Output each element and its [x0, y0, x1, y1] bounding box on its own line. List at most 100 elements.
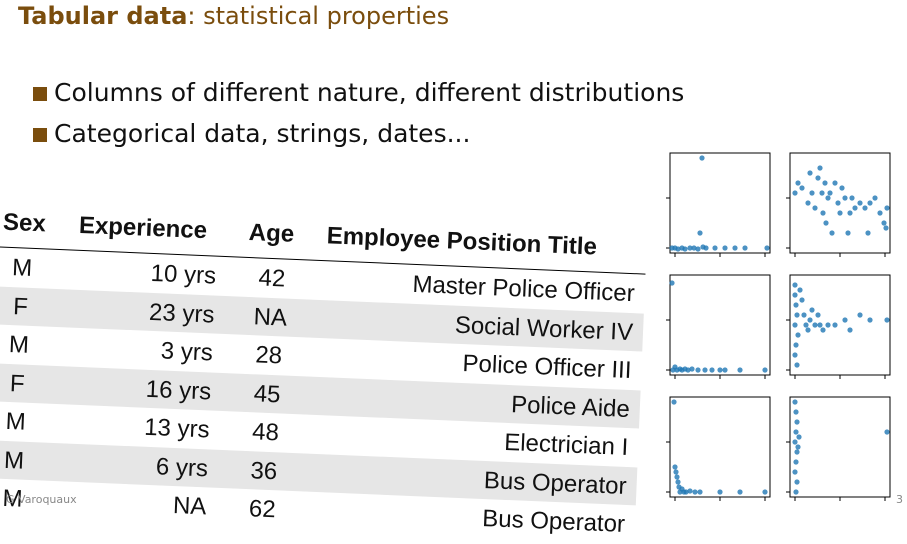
panel-frame: [669, 274, 771, 376]
scatter-point: [847, 327, 853, 333]
scatter-point: [842, 195, 848, 201]
table-cell-age: NA: [253, 302, 288, 332]
scatter-point: [792, 439, 798, 445]
header-experience: Experience: [78, 211, 208, 245]
scatter-point: [827, 190, 833, 196]
scatter-point: [805, 200, 811, 206]
table-cell-age: 28: [254, 341, 283, 370]
bullet-item: Categorical data, strings, dates...: [33, 113, 684, 154]
scatter-point: [857, 200, 863, 206]
scatter-point: [797, 287, 803, 293]
scatter-point: [812, 205, 818, 211]
scatter-point: [867, 317, 873, 323]
scatter-point: [737, 367, 743, 373]
scatter-point: [822, 180, 828, 186]
scatter-point: [820, 210, 826, 216]
table-cell-age: 36: [249, 456, 278, 485]
scatter-panel: [786, 396, 891, 501]
scatter-point: [792, 469, 798, 475]
table-cell-sex: F: [9, 369, 26, 398]
scatter-point: [799, 297, 805, 303]
scatter-point: [849, 195, 855, 201]
scatter-point: [847, 210, 853, 216]
scatter-point: [672, 464, 678, 470]
scatter-point: [762, 489, 768, 495]
table-cell-exp: 10 yrs: [150, 259, 217, 290]
scatter-point: [683, 489, 689, 495]
scatter-point: [793, 342, 799, 348]
scatter-point: [807, 170, 813, 176]
scatter-point: [884, 205, 890, 211]
scatter-point: [862, 205, 868, 211]
scatter-point: [837, 210, 843, 216]
panel-frame: [669, 396, 771, 498]
scatter-point: [795, 180, 801, 186]
header-age: Age: [248, 218, 295, 248]
scatter-point: [793, 302, 799, 308]
scatter-point: [809, 307, 815, 313]
scatter-point: [793, 489, 799, 495]
scatter-point: [794, 362, 800, 368]
scatter-point: [699, 155, 705, 161]
bullet-item: Columns of different nature, different d…: [33, 72, 684, 113]
table-cell-exp: 6 yrs: [155, 452, 209, 482]
scatter-point: [817, 165, 823, 171]
scatter-point: [794, 449, 800, 455]
scatter-point: [722, 367, 728, 373]
table-cell-exp: NA: [172, 492, 207, 521]
table-cell-sex: M: [11, 254, 33, 282]
scatter-point: [691, 245, 697, 251]
scatter-point: [883, 225, 889, 231]
scatter-point: [722, 245, 728, 251]
scatter-point: [805, 327, 811, 333]
scatter-point: [687, 488, 693, 494]
table-cell-title2: Bus Operator: [481, 504, 626, 538]
table-cell-exp: 16 yrs: [145, 375, 212, 406]
scatter-point: [709, 367, 715, 373]
slide-title-bold: Tabular data: [18, 2, 188, 30]
scatter-point: [815, 175, 821, 181]
scatter-point: [865, 230, 871, 236]
header-sex: Sex: [2, 208, 47, 238]
scatter-point: [877, 210, 883, 216]
scatter-point: [762, 367, 768, 373]
scatter-point: [794, 479, 800, 485]
scatter-point: [829, 230, 835, 236]
scatter-point: [682, 246, 688, 252]
scatter-panel: [666, 274, 771, 379]
scatter-point: [815, 312, 821, 318]
footer-author: G Varoquaux: [6, 493, 77, 506]
scatter-point: [872, 195, 878, 201]
scatter-point: [823, 220, 829, 226]
scatter-point: [857, 312, 863, 318]
scatter-point: [809, 190, 815, 196]
scatter-point: [819, 190, 825, 196]
panel-frame: [669, 152, 771, 254]
bullet-text: Columns of different nature, different d…: [54, 78, 685, 107]
scatter-point: [794, 312, 800, 318]
scatter-point: [795, 444, 801, 450]
bullet-square-icon: [33, 86, 47, 101]
scatter-point: [825, 322, 831, 328]
table-cell-sex: M: [5, 407, 27, 436]
table-cell-sex: F: [12, 292, 29, 321]
table-cell-exp: 3 yrs: [160, 337, 214, 367]
scatter-point: [793, 429, 799, 435]
scatter-point: [712, 245, 718, 251]
scatter-point: [852, 205, 858, 211]
scatter-point: [881, 220, 887, 226]
bullet-square-icon: [33, 127, 47, 142]
scatter-point: [812, 322, 818, 328]
scatter-panel: [666, 396, 771, 501]
scatter-point: [795, 332, 801, 338]
scatter-panel: [666, 152, 771, 257]
scatter-point: [817, 322, 823, 328]
scatter-point: [792, 399, 798, 405]
scatter-point: [792, 322, 798, 328]
scatter-point: [737, 489, 743, 495]
scatter-panel: [786, 152, 891, 257]
scatter-point: [717, 367, 723, 373]
scatter-point: [675, 246, 681, 252]
table-body: M 10 yrs 42 Master Police Officer F 23 yrs NA S…: [0, 247, 645, 544]
scatter-point: [695, 367, 701, 373]
